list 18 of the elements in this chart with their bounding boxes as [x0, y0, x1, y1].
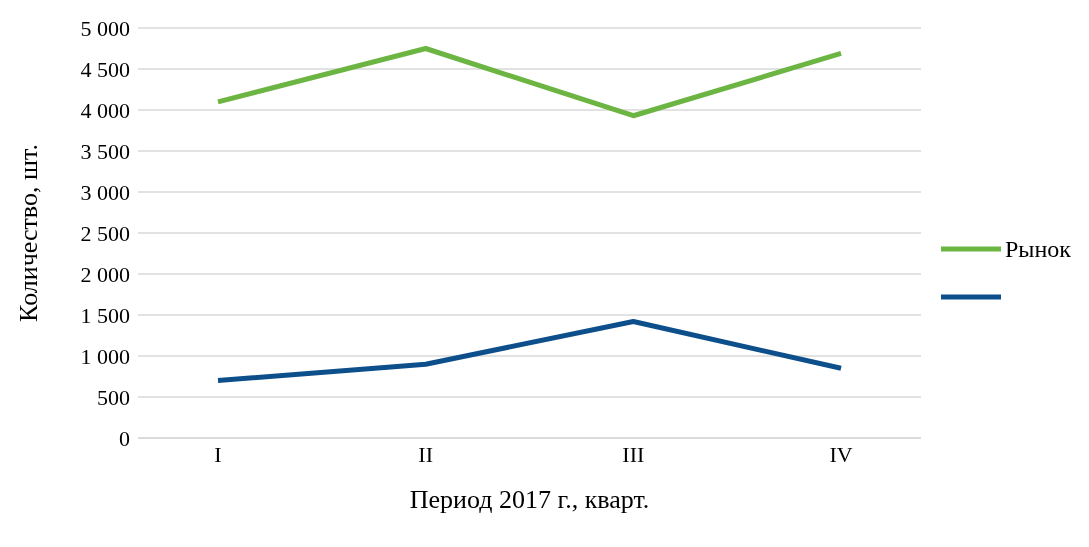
y-tick-label: 2 000: [80, 261, 130, 287]
x-tick-label: I: [214, 441, 222, 467]
x-tick-label: II: [418, 441, 433, 467]
y-tick-label: 4 500: [80, 56, 130, 82]
x-tick-label: IV: [829, 441, 853, 467]
y-tick-label: 1 000: [80, 343, 130, 369]
y-axis-title: Количество, шт.: [14, 144, 44, 322]
x-tick-label: III: [622, 441, 645, 467]
legend-label: Рынок: [1005, 235, 1071, 263]
y-tick-label: 0: [119, 425, 130, 451]
y-tick-label: 4 000: [80, 97, 130, 123]
y-tick-label: 500: [97, 384, 130, 410]
y-tick-label: 3 000: [80, 179, 130, 205]
y-tick-label: 2 500: [80, 220, 130, 246]
y-tick-label: 3 500: [80, 138, 130, 164]
y-tick-label: 1 500: [80, 302, 130, 328]
y-tick-label: 5 000: [80, 15, 130, 41]
x-axis-title: Период 2017 г., кварт.: [409, 485, 650, 514]
